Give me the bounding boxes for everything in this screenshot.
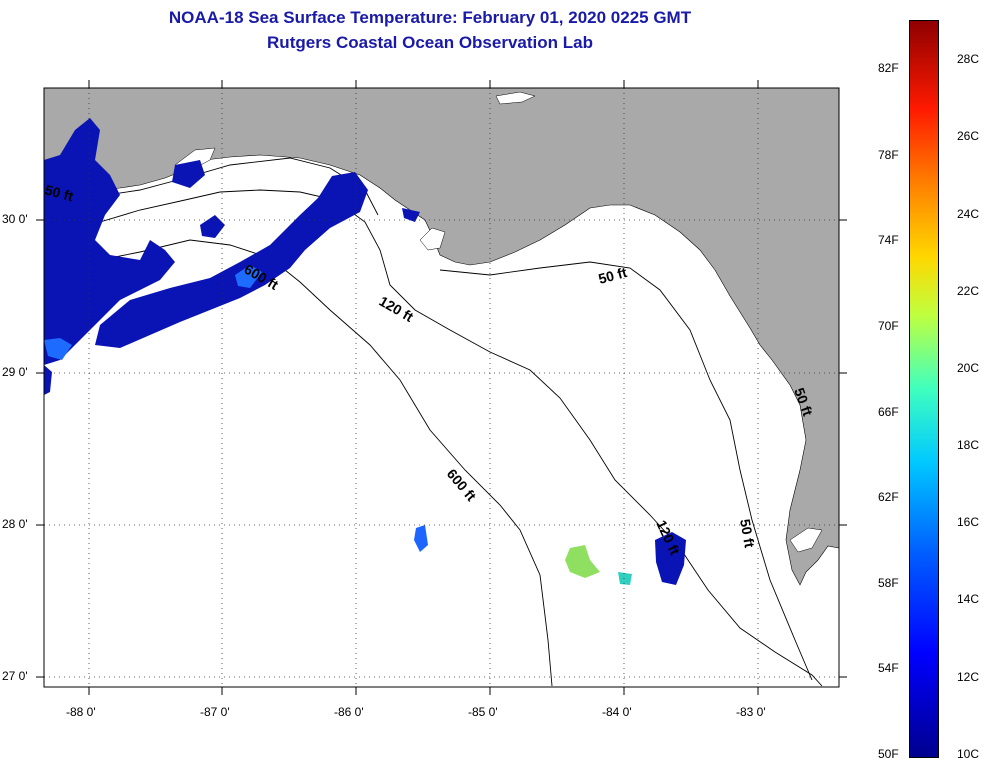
colorbar-c-label: 26C: [957, 129, 980, 143]
colorbar-f-label: 50F: [878, 747, 899, 761]
x-tick-label: -84 0': [602, 705, 632, 719]
sst-patch-west: [44, 118, 175, 365]
bathymetry-contours: [43, 157, 823, 687]
sst-patch-small: [44, 338, 72, 360]
sst-patch-small: [200, 215, 225, 238]
colorbar-f-label: 70F: [878, 319, 899, 333]
sst-patch-small: [235, 265, 262, 288]
bay-shape: [419, 227, 446, 251]
y-tick-label: 28 0': [2, 517, 28, 531]
colorbar-f-label: 54F: [878, 661, 899, 675]
contour-120ft: [43, 189, 823, 687]
sst-patches: [44, 118, 686, 585]
colorbar-f-label: 58F: [878, 576, 899, 590]
colorbar-c-label: 28C: [957, 52, 980, 66]
chart-title: NOAA-18 Sea Surface Temperature: Februar…: [168, 8, 692, 27]
x-tick-label: -88 0': [66, 705, 96, 719]
sst-patch-central: [95, 172, 368, 348]
colorbar-c-label: 10C: [957, 747, 980, 761]
sst-patch-small: [414, 525, 428, 552]
colorbar-f-label: 82F: [878, 61, 899, 75]
map-frame: [43, 87, 840, 688]
sst-patch-small: [618, 572, 632, 585]
bay-shape: [495, 91, 536, 105]
contour-label: 50 ft: [597, 264, 629, 287]
sst-patch-small: [402, 208, 420, 222]
x-tick-label: -87 0': [200, 705, 230, 719]
sst-patch-small: [655, 532, 686, 585]
bay-shape: [789, 527, 823, 553]
colorbar-c-label: 12C: [957, 670, 980, 684]
chart-subtitle: Rutgers Coastal Ocean Observation Lab: [267, 33, 593, 52]
contour-label: 50 ft: [737, 518, 758, 549]
x-tick-label: -86 0': [334, 705, 364, 719]
sst-patch-small: [565, 545, 600, 578]
sst-patch-small: [44, 365, 52, 395]
colorbar-c-label: 16C: [957, 515, 980, 529]
colorbar-c-label: 18C: [957, 438, 980, 452]
y-tick-label: 27 0': [2, 669, 28, 683]
colorbar-c-label: 22C: [957, 284, 980, 298]
colorbar-f-label: 74F: [878, 233, 899, 247]
colorbar-f-label: 66F: [878, 405, 899, 419]
axis-ticks: [36, 80, 847, 695]
y-tick-label: 30 0': [2, 212, 28, 226]
colorbar-f-label: 62F: [878, 490, 899, 504]
colorbar-f-label: 78F: [878, 148, 899, 162]
contour-50ft-east: [439, 261, 813, 681]
colorbar-c-label: 24C: [957, 207, 980, 221]
contour-label: 50 ft: [43, 181, 75, 204]
color-scale-bar: [909, 20, 939, 758]
x-tick-label: -83 0': [736, 705, 766, 719]
y-tick-label: 29 0': [2, 365, 28, 379]
sst-patch-north: [172, 160, 205, 188]
colorbar-c-label: 14C: [957, 592, 980, 606]
colorbar-c-label: 20C: [957, 361, 980, 375]
x-tick-label: -85 0': [468, 705, 498, 719]
contour-600ft: [43, 239, 553, 687]
